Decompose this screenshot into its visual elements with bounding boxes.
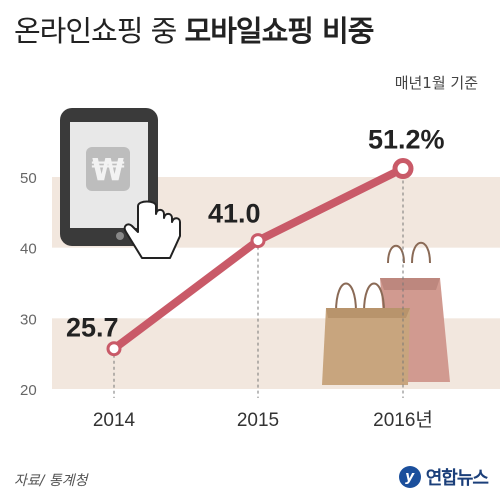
x-tick-label: 2014	[93, 410, 136, 431]
y-tick-label: 30	[20, 311, 37, 328]
drop-lines	[113, 168, 404, 398]
title-bold: 모바일쇼핑 비중	[184, 14, 375, 48]
brand-mark: y 연합뉴스	[398, 464, 489, 490]
data-point-marker	[250, 233, 266, 249]
chart-title: 온라인쇼핑 중 모바일쇼핑 비중	[14, 8, 375, 50]
smartphone-hand-icon: ₩	[60, 108, 181, 259]
data-labels: 25.7 41.0 51.2%	[66, 125, 445, 343]
shopping-bags-icon	[322, 241, 450, 385]
x-axis-ticks: 2014 2015 2016년	[93, 409, 433, 431]
data-point-marker	[106, 341, 122, 357]
data-markers	[106, 158, 414, 357]
brand-logo-icon: y	[398, 466, 421, 488]
data-label: 25.7	[66, 313, 119, 343]
x-tick-label: 2016년	[373, 409, 433, 431]
data-label: 41.0	[208, 199, 261, 229]
y-tick-label: 50	[20, 170, 37, 187]
y-axis-ticks: 20 30 40 50	[20, 170, 37, 399]
y-tick-label: 20	[20, 382, 37, 399]
svg-text:₩: ₩	[91, 153, 124, 188]
title-light: 온라인쇼핑 중	[14, 14, 177, 48]
source-note: 자료/ 통계청	[14, 473, 88, 489]
data-label: 51.2%	[368, 125, 445, 155]
chart-subtitle: 매년1월 기준	[394, 74, 478, 92]
data-point-marker	[392, 158, 414, 180]
x-tick-label: 2015	[237, 410, 279, 431]
brand-name: 연합뉴스	[425, 468, 489, 489]
y-tick-label: 40	[20, 241, 37, 258]
